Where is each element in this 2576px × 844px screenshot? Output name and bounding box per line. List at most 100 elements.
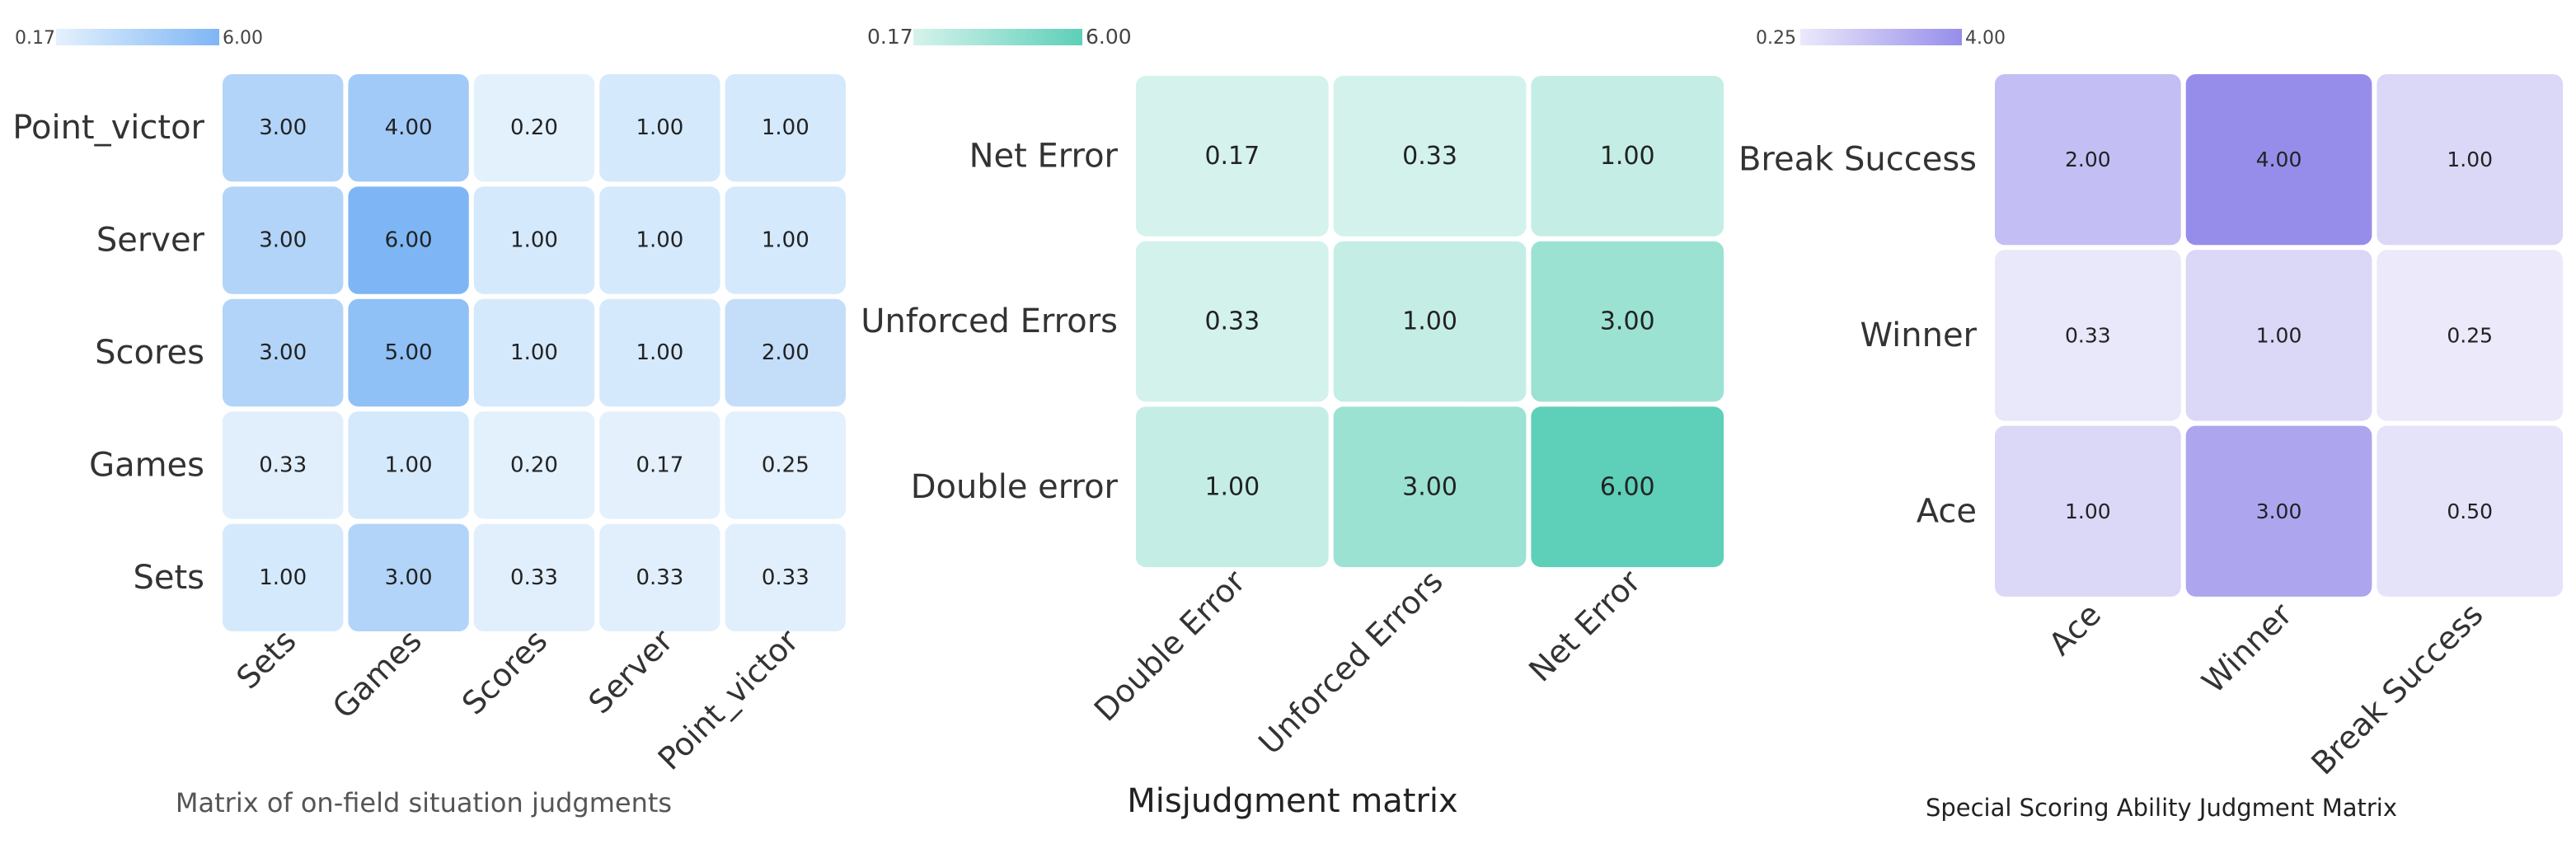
heatmap-cell [725, 298, 846, 407]
heatmap-cell [1995, 74, 2181, 246]
heatmap-cell [2185, 250, 2372, 421]
cell-value-label: 4.00 [385, 115, 433, 140]
heatmap-cell [473, 186, 595, 294]
cell-value-label: 0.33 [510, 565, 558, 590]
row-label: Point_victor [12, 109, 204, 147]
heatmap-cell [473, 523, 595, 631]
colorbar-min-label: 0.25 [1756, 28, 1796, 49]
cell-value-label: 6.00 [385, 228, 433, 253]
cell-value-label: 1.00 [1402, 307, 1457, 336]
heatmap-cell [2377, 74, 2564, 246]
row-label: Server [96, 222, 205, 260]
column-label: Ace [2042, 596, 2108, 662]
cell-value-label: 0.33 [636, 565, 683, 590]
cell-value-label: 1.00 [762, 228, 809, 253]
cell-value-label: 0.33 [259, 452, 307, 477]
row-label: Games [89, 446, 204, 484]
heatmap-cell [223, 74, 344, 182]
heatmap-cell [223, 523, 344, 631]
cell-value-label: 0.33 [2065, 323, 2111, 347]
cell-value-label: 1.00 [636, 115, 683, 140]
cell-value-label: 1.00 [636, 228, 683, 253]
cell-value-label: 2.00 [762, 340, 809, 365]
chart-title: Special Scoring Ability Judgment Matrix [1926, 794, 2397, 822]
cell-value-label: 1.00 [259, 565, 307, 590]
cell-value-label: 3.00 [385, 565, 433, 590]
cell-value-label: 2.00 [2065, 148, 2111, 171]
cell-value-label: 0.25 [2447, 323, 2493, 347]
heatmap-cell [473, 298, 595, 407]
row-label: Winner [1860, 316, 1977, 354]
cell-value-label: 0.17 [1204, 142, 1260, 171]
cell-value-label: 1.00 [2065, 499, 2111, 523]
heatmap-cell [223, 186, 344, 294]
column-label: Double Error [1087, 563, 1253, 729]
colorbar-min-label: 0.17 [867, 25, 913, 49]
cell-value-label: 3.00 [259, 340, 307, 365]
row-label: Net Error [969, 137, 1119, 175]
row-label: Double error [911, 468, 1119, 506]
heatmap-cell [223, 298, 344, 407]
heatmap-cell [725, 186, 846, 294]
cell-value-label: 0.20 [510, 452, 558, 477]
cell-value-label: 3.00 [259, 228, 307, 253]
cell-value-label: 6.00 [1600, 472, 1655, 501]
heatmap-cell [348, 74, 469, 182]
heatmap-cell [1995, 425, 2181, 597]
heatmap-cell [1531, 76, 1724, 237]
cell-value-label: 3.00 [259, 115, 307, 140]
heatmap-cell [599, 411, 720, 519]
heatmap-cell [1136, 406, 1329, 568]
heatmap-cell [348, 186, 469, 294]
cell-value-label: 0.33 [1204, 307, 1260, 336]
heatmap-cell [348, 411, 469, 519]
column-label: Sets [229, 622, 303, 696]
cell-value-label: 1.00 [636, 340, 683, 365]
colorbar-min-label: 0.17 [15, 28, 55, 49]
colorbar-max-label: 6.00 [1086, 25, 1132, 49]
cell-value-label: 3.00 [1600, 307, 1655, 336]
cell-value-label: 0.17 [636, 452, 683, 477]
cell-value-label: 3.00 [2256, 499, 2302, 523]
colorbar [913, 29, 1082, 45]
heatmap-cell [1531, 241, 1724, 402]
cell-value-label: 1.00 [1600, 142, 1655, 171]
heatmap-cell [599, 74, 720, 182]
heatmap-cell [1333, 406, 1527, 568]
column-label: Winner [2195, 596, 2299, 700]
heatmap-cell [599, 186, 720, 294]
cell-value-label: 1.00 [2256, 323, 2302, 347]
colorbar [56, 29, 219, 45]
chart-title: Misjudgment matrix [1127, 782, 1457, 820]
row-label: Sets [133, 559, 204, 597]
colorbar-max-label: 6.00 [223, 28, 263, 49]
heatmap-cell [2185, 425, 2372, 597]
heatmap-cell [473, 74, 595, 182]
heatmap-cell [1333, 241, 1527, 402]
cell-value-label: 1.00 [385, 452, 433, 477]
cell-value-label: 1.00 [510, 228, 558, 253]
heatmap-cell [348, 298, 469, 407]
heatmap-panel-2: 0.17 6.00 0.17 0.33 1.00 0.33 1.00 3.00 1.00 3.00… [861, 25, 1724, 820]
column-label: Scores [455, 622, 554, 721]
heatmap-cell [725, 74, 846, 182]
heatmap-cell [725, 523, 846, 631]
heatmap-cell [599, 298, 720, 407]
colorbar-max-label: 4.00 [1965, 28, 2006, 49]
row-label: Break Success [1738, 141, 1977, 179]
column-label: Server [582, 622, 680, 720]
colorbar [1800, 29, 1962, 45]
cell-value-label: 0.20 [510, 115, 558, 140]
cell-value-label: 4.00 [2256, 148, 2302, 171]
column-label: Break Success [2304, 596, 2489, 781]
heatmap-cell [473, 411, 595, 519]
heatmap-cell [725, 411, 846, 519]
heatmap-cell [1136, 76, 1329, 237]
column-label: Unforced Errors [1251, 563, 1450, 762]
cell-value-label: 3.00 [1402, 472, 1457, 501]
heatmap-cell [1136, 241, 1329, 402]
cell-value-label: 0.33 [1402, 142, 1457, 171]
cell-value-label: 1.00 [762, 115, 809, 140]
column-label: Net Error [1522, 563, 1648, 689]
heatmap-panel-3: 0.25 4.00 2.00 4.00 1.00 0.33 1.00 0.25 1.00 3.00… [1738, 28, 2564, 822]
